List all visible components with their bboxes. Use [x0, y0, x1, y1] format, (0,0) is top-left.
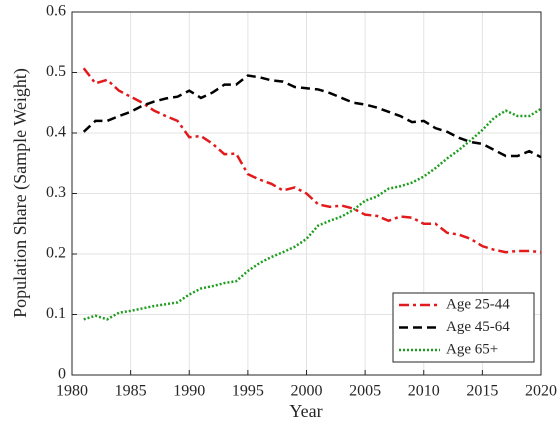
y-tick-label: 0.2	[46, 245, 66, 262]
y-tick-label: 0.5	[46, 63, 66, 80]
x-tick-label: 1990	[173, 383, 205, 400]
y-tick-label: 0	[58, 366, 66, 383]
plot-frame	[71, 11, 542, 376]
series-line	[82, 67, 542, 254]
legend-label: Age 25-44	[446, 296, 510, 312]
x-axis-label: Year	[289, 401, 322, 421]
x-tick-label: 2010	[408, 383, 440, 400]
series-line	[82, 74, 542, 159]
y-tick-label: 0.1	[46, 305, 66, 322]
series-line	[83, 107, 542, 321]
x-tick-label: 1980	[56, 383, 88, 400]
x-tick-label: 1995	[232, 383, 264, 400]
legend-label: Age 45-64	[446, 319, 510, 335]
y-tick-label: 0.4	[46, 124, 66, 141]
y-tick-label: 0.6	[46, 3, 66, 20]
legend-label: Age 65+	[446, 341, 498, 357]
x-tick-label: 2005	[349, 383, 381, 400]
y-axis-label: Population Share (Sample Weight)	[10, 68, 31, 318]
x-tick-label: 1985	[115, 383, 147, 400]
x-tick-label: 2015	[466, 383, 498, 400]
legend: Age 25-44 Age 45-64 Age 65+	[392, 292, 535, 363]
x-tick-label: 2000	[291, 383, 323, 400]
y-tick-label: 0.3	[46, 184, 66, 201]
x-tick-label: 2020	[525, 383, 557, 400]
